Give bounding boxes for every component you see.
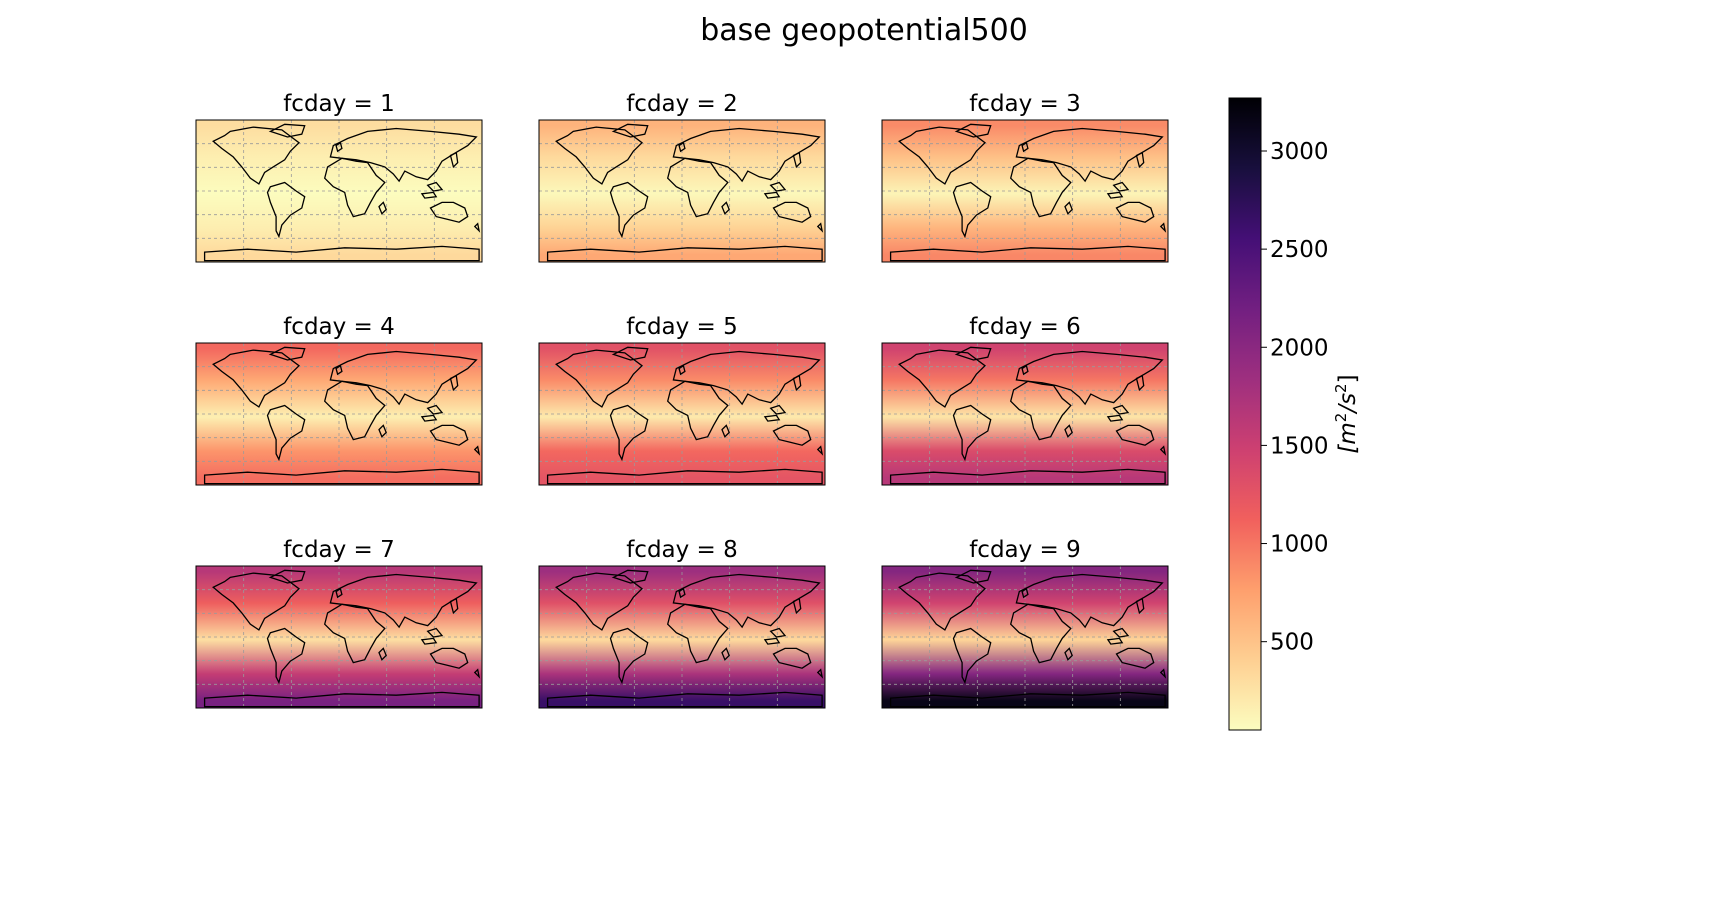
map-panel-2: fcday = 2 (538, 91, 826, 263)
panel-frame (881, 119, 1169, 263)
coastlines (546, 123, 824, 262)
map-panel-8: fcday = 8 (538, 537, 826, 709)
panel-grid: fcday = 1 fcday = 2 fcday = 3 fcday = 4 fcda… (195, 91, 1169, 709)
panel-title: fcday = 8 (626, 537, 738, 563)
coastlines (203, 123, 481, 262)
panel-frame (538, 119, 826, 263)
panel-frame (881, 342, 1169, 486)
map-panel-7: fcday = 7 (195, 537, 483, 709)
colorbar-tick-label: 1000 (1270, 532, 1329, 558)
colorbar: 500 1000 1500 2000 2500 3000 [m2/s2] (1228, 97, 1361, 731)
panel-title: fcday = 3 (969, 91, 1081, 117)
panel-title: fcday = 6 (969, 314, 1081, 340)
figure-title: base geopotential500 (700, 13, 1028, 48)
colorbar-gradient (1228, 97, 1262, 731)
panel-title: fcday = 4 (283, 314, 395, 340)
map-panel-1: fcday = 1 (195, 91, 483, 263)
map-panel-5: fcday = 5 (538, 314, 826, 486)
panel-frame (538, 342, 826, 486)
map-panel-3: fcday = 3 (881, 91, 1169, 263)
panel-frame (195, 565, 483, 709)
panel-title: fcday = 7 (283, 537, 395, 563)
coastlines (889, 346, 1167, 485)
colorbar-tick-label: 500 (1270, 630, 1314, 656)
panel-title: fcday = 1 (283, 91, 395, 117)
panel-title: fcday = 9 (969, 537, 1081, 563)
map-panel-9: fcday = 9 (881, 537, 1169, 709)
colorbar-tick-label: 2000 (1270, 335, 1329, 361)
colorbar-tick-label: 2500 (1270, 237, 1329, 263)
panel-frame (195, 342, 483, 486)
colorbar-tick-label: 1500 (1270, 433, 1329, 459)
map-panel-6: fcday = 6 (881, 314, 1169, 486)
coastlines (203, 569, 481, 708)
coastlines (546, 569, 824, 708)
coastlines (546, 346, 824, 485)
colorbar-tick-label: 3000 (1270, 139, 1329, 165)
panel-frame (881, 565, 1169, 709)
panel-frame (195, 119, 483, 263)
panel-frame (538, 565, 826, 709)
map-panel-4: fcday = 4 (195, 314, 483, 486)
panel-title: fcday = 2 (626, 91, 738, 117)
panel-title: fcday = 5 (626, 314, 738, 340)
coastlines (889, 569, 1167, 708)
coastlines (889, 123, 1167, 262)
coastlines (203, 346, 481, 485)
colorbar-label: [m2/s2] (1332, 374, 1361, 453)
